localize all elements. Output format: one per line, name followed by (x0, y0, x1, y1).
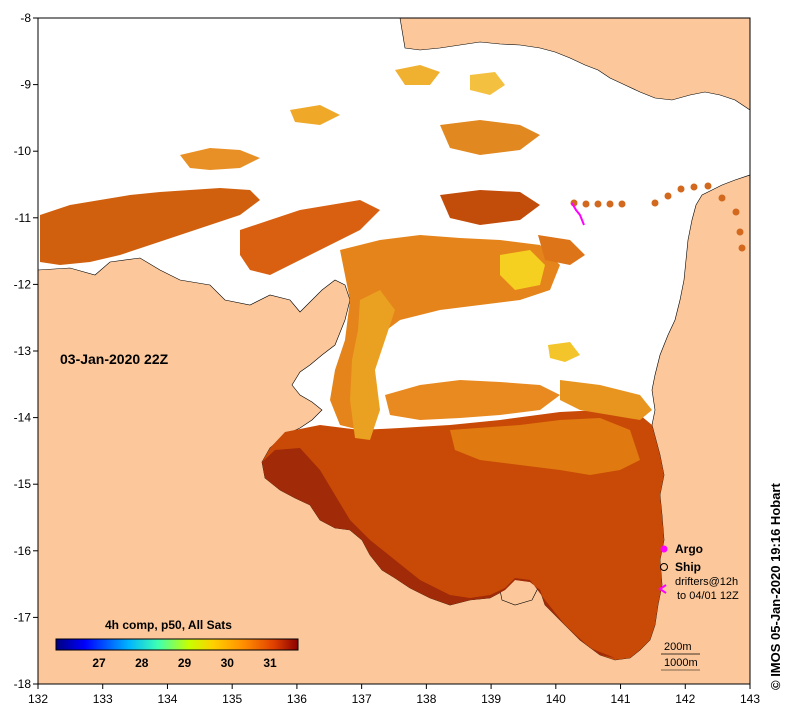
x-tick-label: 132 (28, 692, 48, 706)
sst-field (40, 65, 664, 660)
x-tick-label: 137 (352, 692, 372, 706)
ship-marker (664, 192, 672, 200)
colorbar-gradient (55, 638, 299, 651)
ship-marker (618, 200, 626, 208)
x-tick-label: 136 (287, 692, 307, 706)
y-tick-label: -17 (14, 610, 32, 624)
x-tick-label: 139 (481, 692, 501, 706)
x-tick-label: 134 (157, 692, 177, 706)
legend-argo: Argo (675, 542, 703, 556)
ship-marker (582, 200, 590, 208)
ship-marker (738, 244, 746, 252)
y-tick-label: -11 (15, 211, 32, 225)
y-tick-label: -12 (14, 277, 32, 291)
colorbar-tick-label: 29 (178, 656, 192, 670)
legend-contour-200: 200m (664, 641, 692, 653)
ship-marker (690, 183, 698, 191)
ship-marker (732, 208, 740, 216)
x-tick-label: 140 (546, 692, 566, 706)
y-tick-label: -13 (14, 344, 32, 358)
drifter-track (571, 202, 585, 226)
y-tick-label: -8 (20, 11, 31, 25)
ship-marker (606, 200, 614, 208)
y-axis: -8 -9 -10 -11 -12 -13 -14 -15 -16 -17 -18 (14, 11, 38, 691)
x-tick-label: 133 (93, 692, 113, 706)
ship-marker (594, 200, 602, 208)
y-tick-label: -14 (14, 411, 32, 425)
y-tick-label: -16 (14, 544, 32, 558)
land-new-guinea (399, 18, 750, 111)
drifter-marker-icon (658, 584, 667, 594)
colorbar-tick-label: 31 (263, 656, 277, 670)
ship-marker (704, 182, 712, 190)
legend: Argo Ship drifters@12h to 04/01 12Z 200m… (658, 542, 739, 671)
legend-drifters-line2: to 04/01 12Z (677, 590, 739, 602)
colorbar: 4h comp, p50, All Sats 27 28 29 30 31 (55, 618, 299, 670)
y-tick-label: -18 (14, 677, 32, 691)
legend-drifters-line1: drifters@12h (675, 576, 738, 588)
argo-marker-icon (660, 545, 668, 553)
y-tick-label: -10 (14, 144, 32, 158)
y-tick-label: -15 (14, 477, 32, 491)
date-label: 03-Jan-2020 22Z (60, 351, 169, 367)
ship-track (570, 182, 746, 252)
ship-marker-icon (660, 563, 668, 571)
legend-contour-1000: 1000m (664, 657, 698, 669)
y-tick-label: -9 (20, 78, 31, 92)
ship-marker (651, 199, 659, 207)
colorbar-ticks: 27 28 29 30 31 (92, 656, 277, 670)
legend-ship: Ship (675, 560, 701, 574)
colorbar-title: 4h comp, p50, All Sats (105, 618, 232, 632)
x-tick-label: 138 (416, 692, 436, 706)
ship-marker (718, 194, 726, 202)
credit-text: © IMOS 05-Jan-2020 19:16 Hobart (768, 483, 783, 690)
ship-marker (736, 228, 744, 236)
ship-marker (677, 185, 685, 193)
colorbar-tick-label: 30 (221, 656, 235, 670)
x-tick-label: 142 (675, 692, 695, 706)
colorbar-tick-label: 28 (135, 656, 149, 670)
x-axis: 132 133 134 135 136 137 138 139 140 141 142 143 (28, 684, 760, 706)
x-tick-label: 143 (740, 692, 760, 706)
colorbar-tick-label: 27 (92, 656, 106, 670)
x-tick-label: 135 (222, 692, 242, 706)
x-tick-label: 141 (611, 692, 631, 706)
